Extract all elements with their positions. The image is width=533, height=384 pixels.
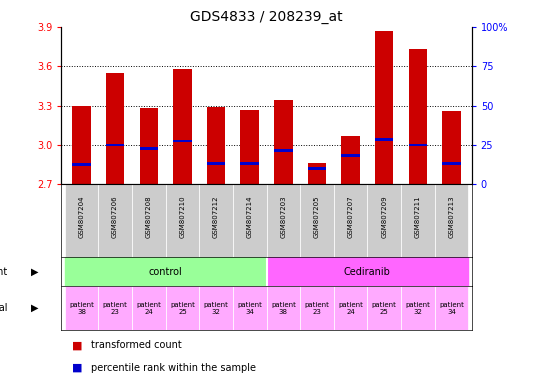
FancyBboxPatch shape — [166, 184, 199, 257]
Bar — [266, 257, 469, 286]
Bar — [308, 167, 326, 170]
Text: GSM807204: GSM807204 — [78, 196, 84, 238]
Text: percentile rank within the sample: percentile rank within the sample — [91, 362, 256, 373]
FancyBboxPatch shape — [367, 184, 401, 257]
Bar — [375, 31, 393, 184]
Text: patient
25: patient 25 — [170, 302, 195, 314]
Bar — [106, 73, 124, 184]
Text: ■: ■ — [72, 340, 86, 350]
Bar — [72, 163, 91, 166]
FancyBboxPatch shape — [266, 184, 300, 257]
Text: ▶: ▶ — [31, 266, 38, 277]
FancyBboxPatch shape — [367, 286, 401, 330]
Text: patient
23: patient 23 — [103, 302, 127, 314]
FancyBboxPatch shape — [435, 286, 469, 330]
Text: GSM807203: GSM807203 — [280, 196, 286, 238]
FancyBboxPatch shape — [300, 184, 334, 257]
Text: patient
38: patient 38 — [271, 302, 296, 314]
Bar — [274, 149, 293, 152]
FancyBboxPatch shape — [401, 286, 435, 330]
FancyBboxPatch shape — [64, 184, 98, 257]
FancyBboxPatch shape — [300, 286, 334, 330]
FancyBboxPatch shape — [166, 286, 199, 330]
FancyBboxPatch shape — [132, 286, 166, 330]
Bar — [207, 107, 225, 184]
Text: Cediranib: Cediranib — [344, 266, 391, 277]
Bar — [140, 108, 158, 184]
FancyBboxPatch shape — [233, 184, 266, 257]
FancyBboxPatch shape — [98, 184, 132, 257]
Text: GSM807205: GSM807205 — [314, 196, 320, 238]
Bar — [207, 162, 225, 165]
Bar — [173, 139, 192, 142]
FancyBboxPatch shape — [199, 286, 233, 330]
Text: GSM807211: GSM807211 — [415, 196, 421, 238]
Text: patient
34: patient 34 — [439, 302, 464, 314]
Text: GSM807209: GSM807209 — [381, 196, 387, 238]
Text: transformed count: transformed count — [91, 340, 181, 350]
Text: patient
25: patient 25 — [372, 302, 397, 314]
Bar — [173, 69, 192, 184]
Bar — [409, 144, 427, 146]
Bar — [72, 106, 91, 184]
Text: GSM807207: GSM807207 — [348, 196, 353, 238]
Bar — [375, 138, 393, 141]
Bar — [140, 147, 158, 151]
FancyBboxPatch shape — [199, 184, 233, 257]
FancyBboxPatch shape — [435, 184, 469, 257]
FancyBboxPatch shape — [401, 184, 435, 257]
Text: ■: ■ — [72, 362, 86, 373]
FancyBboxPatch shape — [233, 286, 266, 330]
Bar — [341, 136, 360, 184]
Bar — [64, 257, 266, 286]
Text: individual: individual — [0, 303, 8, 313]
Title: GDS4833 / 208239_at: GDS4833 / 208239_at — [190, 10, 343, 25]
Text: GSM807213: GSM807213 — [449, 196, 455, 238]
Text: agent: agent — [0, 266, 8, 277]
Text: GSM807210: GSM807210 — [180, 196, 185, 238]
Text: patient
24: patient 24 — [338, 302, 363, 314]
Text: GSM807212: GSM807212 — [213, 196, 219, 238]
Text: GSM807214: GSM807214 — [247, 196, 253, 238]
Bar — [274, 100, 293, 184]
Text: control: control — [149, 266, 182, 277]
Text: patient
32: patient 32 — [204, 302, 229, 314]
Text: GSM807206: GSM807206 — [112, 196, 118, 238]
Text: patient
38: patient 38 — [69, 302, 94, 314]
Text: patient
23: patient 23 — [304, 302, 329, 314]
Text: patient
32: patient 32 — [406, 302, 430, 314]
Bar — [308, 163, 326, 184]
Bar — [240, 162, 259, 165]
Text: ▶: ▶ — [31, 303, 38, 313]
Text: patient
24: patient 24 — [136, 302, 161, 314]
Bar — [341, 154, 360, 157]
Bar — [442, 162, 461, 165]
Bar — [106, 144, 124, 146]
FancyBboxPatch shape — [132, 184, 166, 257]
FancyBboxPatch shape — [334, 184, 367, 257]
FancyBboxPatch shape — [334, 286, 367, 330]
Text: GSM807208: GSM807208 — [146, 196, 152, 238]
Bar — [240, 109, 259, 184]
Bar — [442, 111, 461, 184]
FancyBboxPatch shape — [98, 286, 132, 330]
Text: patient
34: patient 34 — [237, 302, 262, 314]
FancyBboxPatch shape — [64, 286, 98, 330]
Bar — [409, 49, 427, 184]
FancyBboxPatch shape — [266, 286, 300, 330]
